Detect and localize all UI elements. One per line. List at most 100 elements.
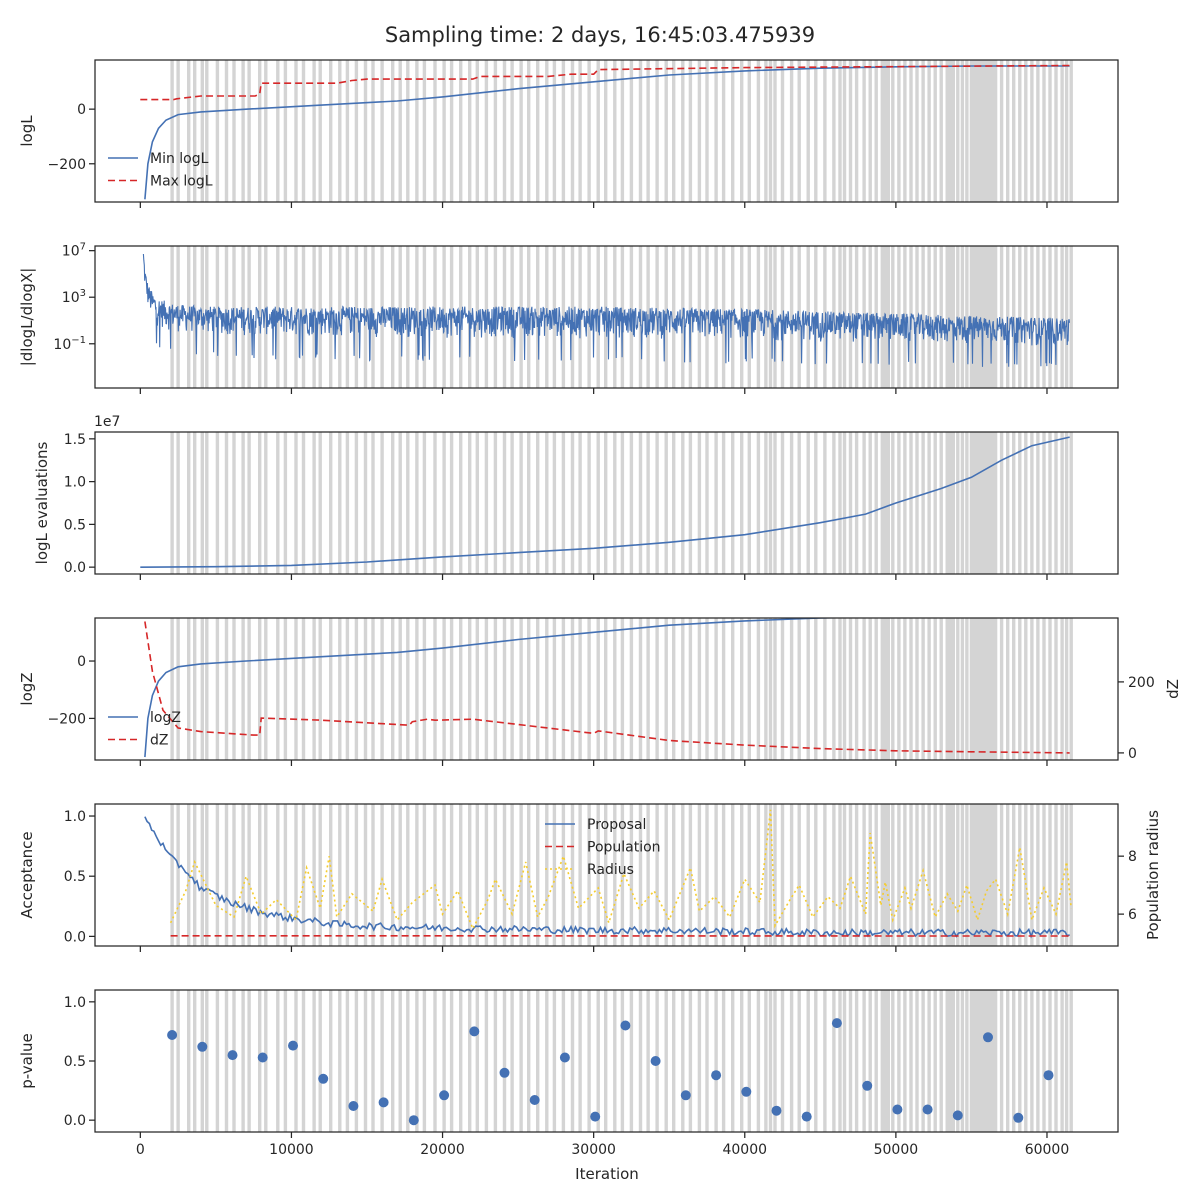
- insertion-band: [731, 618, 735, 760]
- insertion-band: [613, 60, 617, 202]
- insertion-band: [854, 804, 859, 946]
- insertion-band: [984, 246, 989, 388]
- insertion-band: [862, 432, 866, 574]
- insertion-band: [502, 618, 507, 760]
- insertion-band: [215, 432, 220, 574]
- insertion-band: [945, 432, 949, 574]
- insertion-band: [915, 990, 919, 1132]
- insertion-band: [176, 60, 180, 202]
- insertion-band: [613, 618, 617, 760]
- insertion-band: [587, 990, 591, 1132]
- insertion-band: [264, 618, 268, 760]
- insertion-band: [756, 60, 761, 202]
- insertion-band: [978, 990, 983, 1132]
- insertion-band: [987, 432, 992, 574]
- insertion-band: [283, 804, 288, 946]
- insertion-band: [502, 804, 507, 946]
- insertion-band: [391, 60, 395, 202]
- insertion-band: [232, 990, 236, 1132]
- insertion-bands: [170, 60, 1073, 202]
- insertion-band: [903, 246, 907, 388]
- insertion-band: [891, 618, 895, 760]
- insertion-band: [978, 432, 983, 574]
- insertion-band: [1064, 804, 1069, 946]
- insertion-band: [1069, 246, 1073, 388]
- insertion-band: [354, 60, 359, 202]
- panel-p-value: 0 10000 20000 30000 40000 50000 60000 0.0 0.5 1.0…: [18, 989, 1119, 1158]
- insertion-band: [264, 804, 268, 946]
- insertion-band: [449, 990, 454, 1132]
- insertion-band: [862, 60, 866, 202]
- insertion-band: [1054, 804, 1058, 946]
- p-value-point: [167, 1030, 178, 1040]
- insertion-band: [638, 60, 643, 202]
- insertion-band: [587, 618, 591, 760]
- insertion-band: [398, 246, 402, 388]
- panel-dlogL-dlogX: 107 103 10−1 |dlogL/dlogX|: [18, 242, 1119, 394]
- insertion-band: [697, 618, 702, 760]
- insertion-band: [193, 60, 197, 202]
- insertion-band: [1012, 246, 1016, 388]
- y-tick-label: 0.5: [64, 1054, 86, 1070]
- insertion-band: [536, 804, 540, 946]
- insertion-band: [1048, 432, 1052, 574]
- p-value-point: [831, 1018, 842, 1029]
- insertion-band: [338, 432, 342, 574]
- insertion-band: [1048, 246, 1052, 388]
- insertion-band: [415, 804, 419, 946]
- insertion-band: [176, 990, 180, 1132]
- insertion-band: [510, 990, 514, 1132]
- insertion-band: [415, 60, 419, 202]
- y-tick-label: 0.0: [64, 929, 86, 945]
- insertion-band: [398, 990, 402, 1132]
- insertion-band: [806, 804, 810, 946]
- insertion-band: [842, 432, 847, 574]
- insertion-band: [814, 804, 818, 946]
- insertion-band: [283, 990, 288, 1132]
- y-tick-label: −200: [48, 711, 86, 727]
- insertion-band: [987, 618, 992, 760]
- insertion-band: [604, 432, 608, 574]
- insertion-band: [1064, 990, 1069, 1132]
- insertion-band: [806, 618, 810, 760]
- insertion-band: [193, 618, 197, 760]
- insertion-band: [848, 60, 853, 202]
- insertion-band: [1069, 618, 1073, 760]
- insertion-band: [176, 618, 180, 760]
- insertion-band: [987, 246, 992, 388]
- insertion-band: [354, 990, 359, 1132]
- insertion-band: [773, 990, 777, 1132]
- insertion-band: [705, 618, 709, 760]
- insertion-band: [909, 804, 913, 946]
- insertion-band: [170, 60, 174, 202]
- insertion-band: [1042, 618, 1046, 760]
- insertion-band: [596, 432, 600, 574]
- insertion-band: [721, 804, 726, 946]
- insertion-band: [886, 804, 890, 946]
- insertion-band: [939, 804, 943, 946]
- insertion-band: [176, 804, 180, 946]
- insertion-band: [380, 60, 384, 202]
- insertion-band: [975, 990, 980, 1132]
- insertion-band: [468, 60, 472, 202]
- insertion-band: [338, 618, 342, 760]
- insertion-band: [215, 804, 220, 946]
- insertion-band: [646, 60, 650, 202]
- panels-group: 0 −200 logL Min logL Max logL 107 103 10−1 |dlog…: [18, 59, 1182, 1158]
- insertion-band: [848, 618, 853, 760]
- y-offset-label: 1e7: [94, 414, 120, 430]
- y-tick-label: 0.0: [64, 1113, 86, 1129]
- insertion-band: [975, 60, 980, 202]
- insertion-band: [294, 618, 298, 760]
- p-value-point: [439, 1090, 450, 1101]
- insertion-band: [655, 60, 659, 202]
- insertion-band: [459, 60, 463, 202]
- insertion-band: [459, 990, 463, 1132]
- insertion-band: [1012, 990, 1016, 1132]
- insertion-band: [552, 60, 557, 202]
- insertion-band: [629, 618, 634, 760]
- p-value-point: [711, 1070, 722, 1081]
- insertion-band: [578, 60, 582, 202]
- insertion-band: [915, 618, 919, 760]
- insertion-band: [205, 804, 209, 946]
